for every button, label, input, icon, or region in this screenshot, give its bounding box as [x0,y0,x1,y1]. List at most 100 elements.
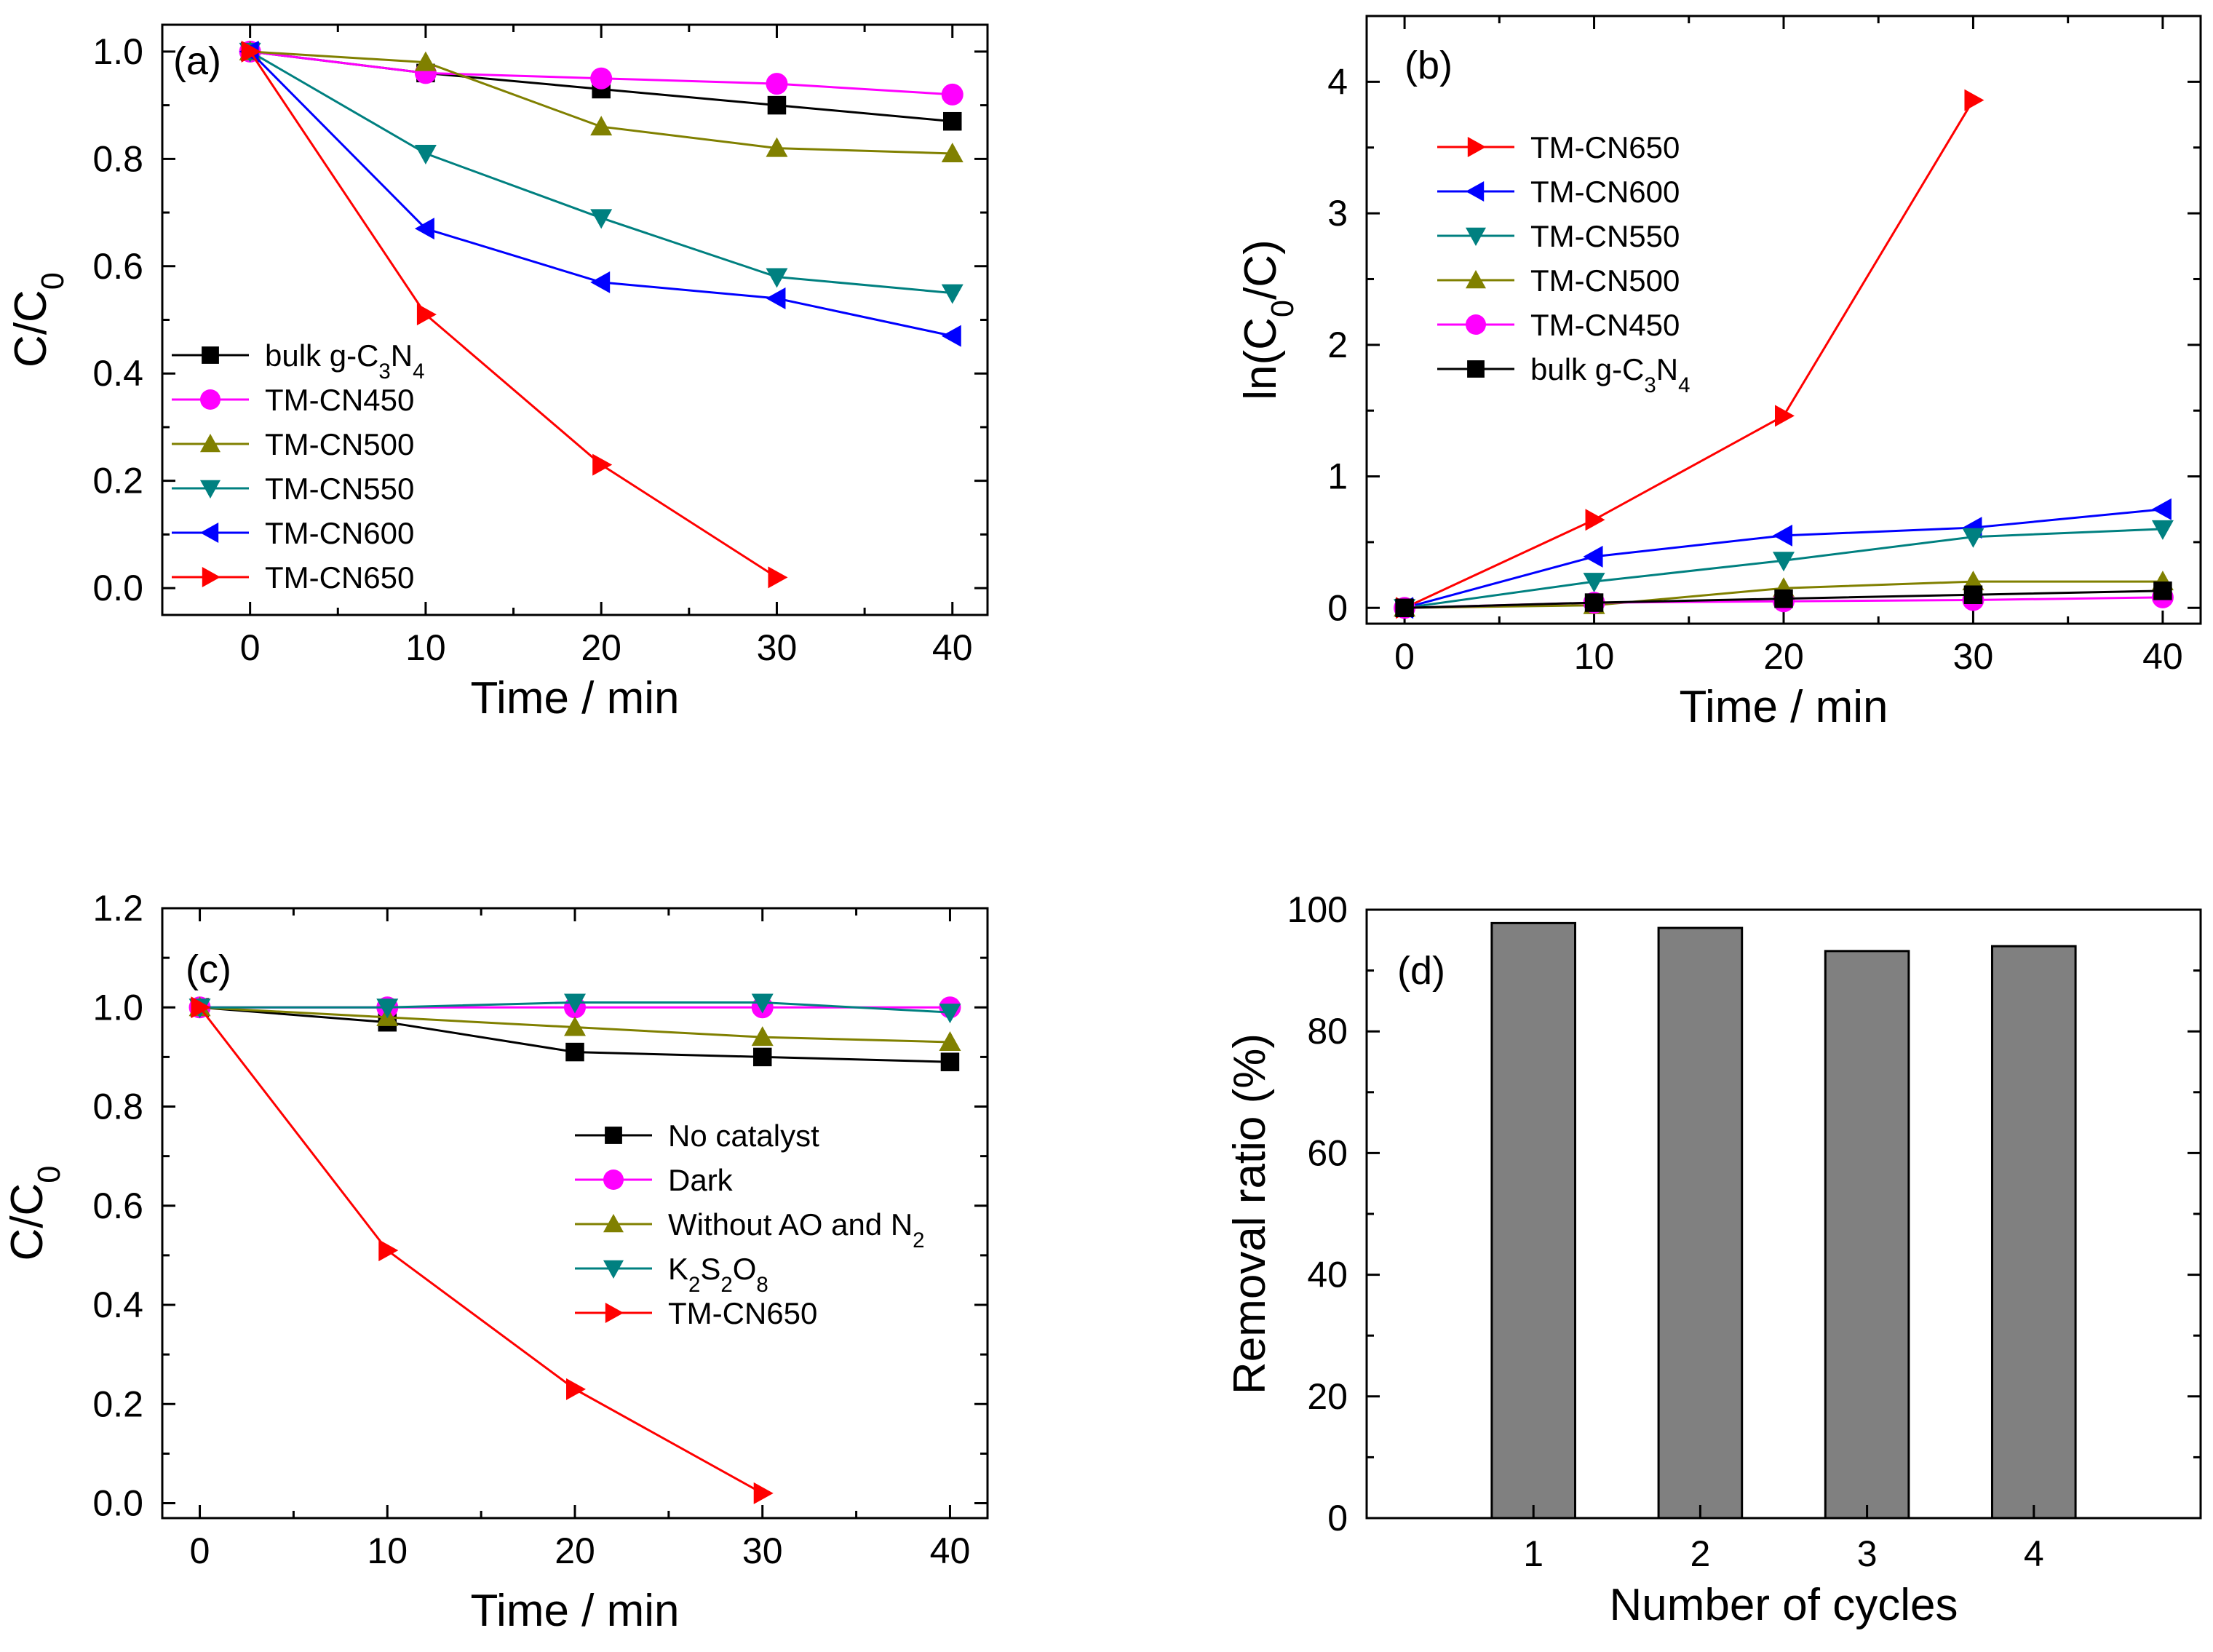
legend-marker [1466,314,1486,335]
data-point [376,998,399,1019]
y-axis-title: Removal ratio (%) [1225,1033,1275,1394]
data-point [1962,571,1984,591]
y-tick-label: 0 [1327,587,1348,628]
data-point [2151,520,2174,540]
x-tick-label: 4 [2024,1533,2044,1574]
legend-marker [1466,227,1486,246]
y-tick-label: 0.2 [92,1383,143,1424]
series-line [249,51,778,579]
y-tick-label: 20 [1307,1376,1348,1417]
panel-c: 0 10 20 30 40 0.0 0.2 0.4 0.6 0.8 1.0 1.2 Time / min… [2,888,989,1636]
y-axis-title-group: Removal ratio (%) [1225,1033,1275,1394]
data-point [414,51,437,71]
panel-b: 0 10 20 30 40 0 1 2 3 4 Time / min ln(C0/C) (b) TM-CN… [1236,15,2202,732]
series-tm-cn650 [191,996,774,1504]
data-point [939,1030,961,1051]
y-tick-label: 80 [1307,1011,1348,1052]
data-point [590,67,613,90]
x-axis-title: Time / min [470,673,679,723]
data-point [566,1378,586,1400]
x-tick-label: 40 [930,1530,971,1571]
data-point [766,73,788,95]
y-tick-label: 0.4 [92,1284,143,1325]
panel-a: 0 10 20 30 40 0.0 0.2 0.4 0.6 0.8 1.0 Time / min C/C… [6,23,989,723]
x-tick-label: 10 [405,627,446,668]
legend-label: TM-CN500 [265,427,414,461]
x-tick-label: 20 [1763,636,1804,677]
legend-marker [202,567,220,587]
data-point [753,1482,774,1504]
x-tick-label: 10 [367,1530,408,1571]
data-point [751,993,774,1014]
panel-d: 0 20 40 60 80 100 Number of cycles Removal rati… [1225,889,2202,1630]
data-point [1964,89,1984,111]
data-point [414,144,437,164]
legend-label: TM-CN600 [1530,175,1680,209]
data-point [2153,581,2172,600]
x-tick-label: 40 [2142,636,2183,677]
y-tick-label: 100 [1287,889,1348,930]
legend-label: TM-CN550 [1530,219,1680,253]
legend-label: bulk g-C3N4 [265,338,424,384]
data-point [564,993,586,1014]
data-point [767,95,787,115]
data-point [751,1026,774,1047]
data-point [1963,585,1983,604]
y-tick-label: 0.4 [92,353,143,394]
panel-label: (d) [1397,949,1445,993]
data-point [414,218,434,240]
data-point [1773,552,1795,572]
data-point [241,40,261,63]
legend-label: TM-CN450 [265,383,414,417]
y-tick-label: 1.2 [92,888,143,929]
data-point [590,271,611,293]
y-axis-title: ln(C0/C) [1236,239,1300,400]
legend-label: TM-CN550 [265,472,414,506]
y-axis-title: C/C0 [2,1166,67,1261]
series-tm-cn650 [1396,89,1984,619]
data-point [1773,524,1792,547]
y-tick-label: 60 [1307,1132,1348,1173]
legend-marker [200,434,220,453]
data-point [564,1016,586,1036]
x-axis-title: Time / min [470,1586,679,1636]
data-point [1774,589,1793,608]
data-point [941,83,964,106]
data-point [1583,573,1605,593]
panel-label: (a) [173,39,221,83]
legend-marker [202,346,219,364]
series-line [1404,99,1974,609]
legend-marker [603,1214,624,1233]
x-axis-title: Number of cycles [1610,1580,1958,1630]
x-tick-label: 0 [240,627,261,668]
y-tick-label: 4 [1327,61,1348,102]
data-point [1775,405,1795,427]
data-point [592,453,613,476]
data-point [766,268,788,288]
bar [1991,945,2077,1520]
series-tm-cn600 [239,40,961,347]
y-axis-title-group: C/C0 [6,272,71,368]
legend-marker [1466,270,1486,289]
data-point [941,142,964,162]
series-tm-cn650 [241,40,788,589]
data-point [1962,528,1984,548]
y-tick-label: 0.8 [92,1087,143,1127]
data-point [1585,509,1605,531]
data-point [1395,598,1414,618]
data-point [590,209,613,229]
y-tick-label: 0.0 [92,568,143,608]
legend-marker [603,1260,624,1279]
legend-label: TM-CN650 [668,1296,817,1330]
data-point [941,325,961,347]
x-tick-label: 1 [1523,1533,1543,1574]
legend-label: TM-CN650 [265,560,414,595]
y-tick-label: 0.6 [92,246,143,287]
x-tick-label: 0 [1394,636,1415,677]
legend-marker [200,480,220,499]
y-tick-label: 0.0 [92,1483,143,1524]
data-point [768,566,788,589]
series-bulk-g-c3n4 [1395,581,2172,618]
